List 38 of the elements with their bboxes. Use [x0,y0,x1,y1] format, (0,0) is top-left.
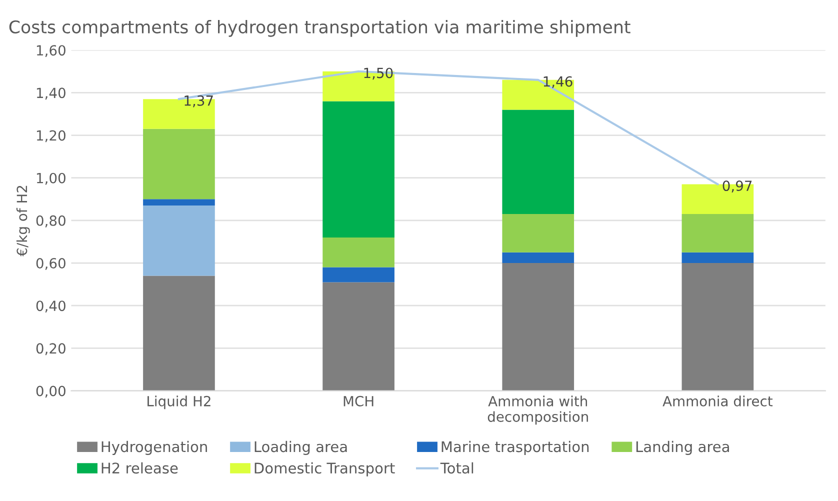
bar [502,110,574,214]
bar [682,252,754,264]
y-tick-label: 0,00 [36,386,66,398]
x-tick-label: MCH [344,396,374,406]
bar [502,214,574,252]
y-tick-label: 1,20 [36,130,66,142]
bar [143,128,215,200]
bar [322,267,394,282]
y-tick-label: 0,80 [36,215,66,228]
bar [682,214,754,252]
legend-label: Domestic Transport [254,462,395,476]
bar [502,263,574,391]
y-tick-label: 0,40 [36,300,66,312]
bar [143,276,215,391]
bar [682,263,754,391]
bar [143,199,215,206]
legend-label: Hydrogenation [102,440,207,456]
y-tick-label: 1,40 [36,88,66,100]
legend-label: Total [440,462,474,474]
y-tick-label: 1,00 [36,172,66,185]
bar [322,101,394,238]
bar [322,282,394,391]
x-tick-label: Ammonia direct [662,396,773,406]
y-axis-title: €/kg of H2 [16,186,30,256]
y-tick-label: 1,60 [36,45,66,57]
x-tick-label: Ammonia with decomposition [488,396,588,425]
data-label: 0,97 [722,180,752,192]
bar [143,206,215,276]
legend-label: Marine trasportation [442,440,589,456]
bar [322,237,394,268]
bar [502,252,574,264]
legend-label: Loading area [254,440,347,456]
chart-title: Costs compartments of hydrogen transportation via maritime shipment [9,20,630,37]
y-tick-label: 0,20 [36,343,66,356]
y-tick-label: 0,60 [36,258,66,270]
x-tick-label: Liquid H2 [148,396,210,410]
legend-label: H2 release [102,462,178,474]
legend-label: Landing area [636,440,729,456]
